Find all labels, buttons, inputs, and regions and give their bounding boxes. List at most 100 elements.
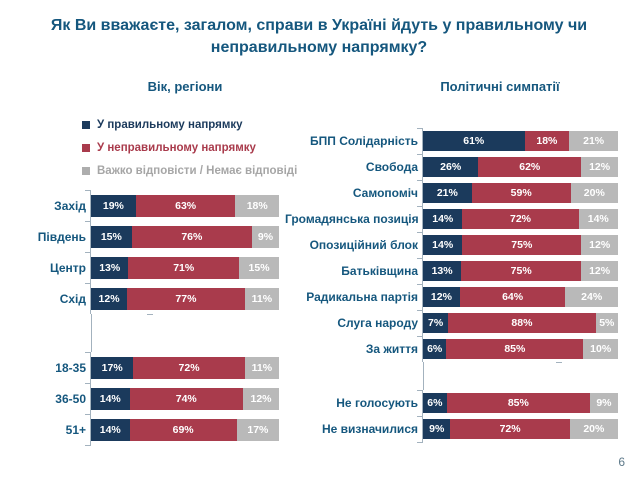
category-label: 51+	[65, 422, 86, 437]
bar-segment-right-direction: 12%	[423, 287, 460, 307]
category-label: Самопоміч	[352, 186, 418, 200]
chart-row: Південь 15% 76% 9%	[30, 220, 279, 252]
chart-political-sympathies: БПП Солідарність 61% 18% 21% Свобода 26% 62% 12…	[285, 127, 618, 443]
bar-segment-no-answer: 14%	[578, 209, 618, 229]
slide-title: Як Ви вважаєте, загалом, справи в Україн…	[50, 17, 588, 56]
bar-segment-wrong-direction: 76%	[131, 225, 253, 248]
bar-segment-no-answer: 12%	[581, 235, 618, 255]
stacked-bar: 7% 88% 5%	[423, 313, 618, 333]
bar-segment-no-answer: 24%	[565, 287, 618, 307]
bar-segment-no-answer: 9%	[252, 225, 279, 248]
bar-segment-no-answer: 11%	[244, 356, 279, 379]
bar-segment-wrong-direction: 72%	[133, 356, 245, 379]
bar-segment-wrong-direction: 74%	[129, 387, 243, 410]
category-label: Центр	[49, 260, 86, 275]
bar-value-label: 71%	[173, 261, 195, 274]
bar-segment-no-answer: 12%	[581, 261, 618, 281]
stacked-bar: 61% 18% 21%	[423, 131, 618, 151]
bar-value-label: 61%	[463, 135, 485, 147]
chart-row: Батьківщина 13% 75% 12%	[285, 257, 618, 284]
bar-segment-no-answer: 18%	[235, 194, 279, 217]
chart-row: Захід 19% 63% 18%	[30, 189, 279, 221]
stacked-bar: 17% 72% 11%	[91, 356, 279, 379]
page-number: 6	[618, 455, 625, 469]
chart-row: Центр 13% 71% 15%	[30, 251, 279, 283]
bar-value-label: 18%	[246, 199, 268, 212]
category-label: Схід	[59, 291, 86, 306]
category-label: Опозиційний блок	[309, 238, 418, 252]
stacked-bar: 12% 77% 11%	[91, 287, 279, 310]
stacked-bar: 19% 63% 18%	[91, 194, 279, 217]
panel-title-age-regions: Вік, регіони	[147, 79, 223, 94]
bar-segment-no-answer: 21%	[569, 131, 618, 151]
bar-segment-wrong-direction: 85%	[446, 339, 584, 359]
bar-value-label: 21%	[436, 187, 458, 199]
bar-segment-no-answer: 17%	[236, 418, 279, 441]
bar-segment-right-direction: 6%	[423, 339, 447, 359]
bar-value-label: 26%	[440, 161, 462, 173]
stacked-bar: 6% 85% 10%	[423, 339, 618, 359]
bar-value-label: 75%	[511, 239, 533, 251]
bar-segment-right-direction: 14%	[91, 387, 130, 410]
plot-area: 14% 75% 12%	[422, 232, 618, 258]
stacked-bar: 15% 76% 9%	[91, 225, 279, 248]
bar-value-label: 76%	[181, 230, 203, 243]
plot-area: 14% 72% 14%	[422, 206, 618, 232]
bar-segment-wrong-direction: 88%	[448, 313, 596, 333]
bar-value-label: 10%	[590, 343, 612, 355]
plot-area: 19% 63% 18%	[90, 190, 279, 221]
plot-area: 26% 62% 12%	[422, 154, 618, 180]
bar-value-label: 11%	[251, 361, 273, 374]
plot-area: 14% 74% 12%	[90, 383, 280, 414]
bar-value-label: 12%	[250, 392, 272, 405]
bar-value-label: 17%	[101, 361, 123, 374]
bar-segment-right-direction: 15%	[91, 225, 132, 248]
bar-segment-right-direction: 12%	[91, 287, 128, 310]
category-label: Громадянська позиція	[285, 212, 419, 226]
bar-value-label: 62%	[519, 161, 541, 173]
bar-value-label: 74%	[175, 392, 197, 405]
category-label: Батьківщина	[341, 264, 418, 278]
bar-value-label: 14%	[587, 213, 609, 225]
bar-segment-wrong-direction: 69%	[129, 418, 237, 441]
stacked-bar: 13% 71% 15%	[91, 256, 279, 279]
stacked-bar: 14% 74% 12%	[91, 387, 280, 410]
plot-area: 9% 72% 20%	[422, 416, 618, 442]
bar-value-label: 59%	[510, 187, 532, 199]
bar-value-label: 11%	[251, 292, 273, 305]
bar-segment-right-direction: 7%	[423, 313, 449, 333]
category-label: Захід	[54, 198, 86, 213]
bar-value-label: 72%	[499, 423, 521, 435]
plot-area: 14% 69% 17%	[90, 414, 279, 445]
bar-value-label: 6%	[427, 397, 443, 409]
bar-value-label: 85%	[504, 343, 526, 355]
bar-segment-wrong-direction: 75%	[461, 261, 582, 281]
bar-value-label: 19%	[102, 199, 124, 212]
bar-value-label: 17%	[247, 423, 269, 436]
plot-area: 12% 77% 11%	[90, 283, 279, 314]
stacked-bar: 14% 72% 14%	[423, 209, 618, 229]
bar-value-label: 85%	[507, 397, 529, 409]
legend-label: У неправильному напрямку	[97, 141, 256, 154]
plot-area: 61% 18% 21%	[422, 128, 618, 154]
bar-value-label: 9%	[596, 397, 612, 409]
chart-row: Схід 12% 77% 11%	[30, 282, 279, 314]
bar-segment-wrong-direction: 64%	[459, 287, 566, 307]
plot-area: 13% 71% 15%	[90, 252, 279, 283]
bar-segment-no-answer: 5%	[595, 313, 618, 333]
bar-segment-no-answer: 20%	[570, 183, 618, 203]
bar-segment-wrong-direction: 85%	[446, 393, 590, 413]
plot-area: 6% 85% 10%	[422, 336, 618, 362]
bar-segment-wrong-direction: 59%	[471, 183, 571, 203]
bar-value-label: 14%	[99, 423, 121, 436]
bar-segment-right-direction: 14%	[423, 209, 463, 229]
bar-value-label: 20%	[583, 423, 605, 435]
bar-segment-right-direction: 21%	[423, 183, 472, 203]
stacked-bar: 26% 62% 12%	[423, 157, 618, 177]
bar-segment-no-answer: 12%	[581, 157, 618, 177]
bar-value-label: 13%	[99, 261, 121, 274]
bar-segment-wrong-direction: 77%	[127, 287, 245, 310]
category-label: За життя	[365, 342, 418, 356]
category-label: Південь	[37, 229, 86, 244]
bar-segment-wrong-direction: 18%	[524, 131, 570, 151]
